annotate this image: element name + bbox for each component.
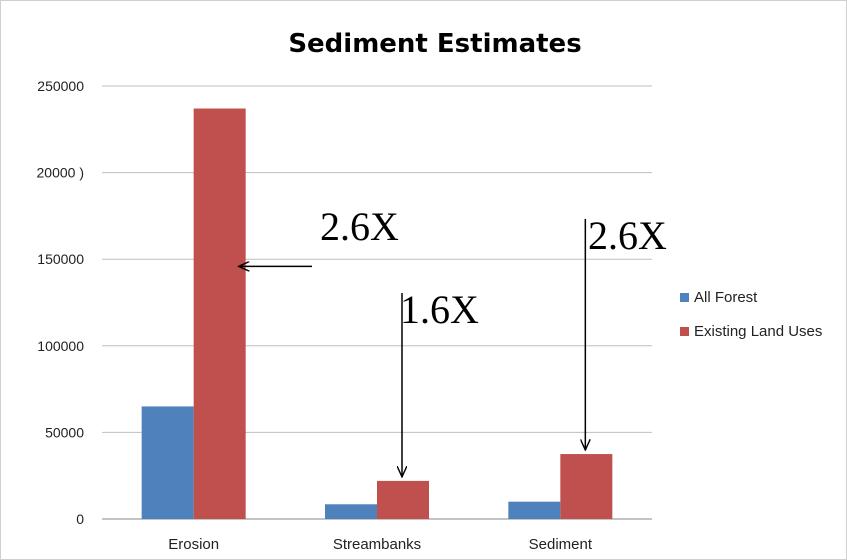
x-category-label: Streambanks: [333, 536, 421, 553]
y-tick-label: 100000: [37, 338, 84, 354]
x-category-label: Sediment: [529, 536, 593, 553]
x-axis-categories: Erosion Streambanks Sediment: [168, 536, 593, 553]
y-tick-label: 50000: [45, 424, 84, 440]
legend: All Forest Existing Land Uses: [680, 289, 822, 340]
y-tick-label: 0: [76, 511, 84, 527]
y-tick-label: 150000: [37, 251, 84, 267]
bar-all-forest-sediment: [508, 501, 561, 519]
bar-all-forest-streambanks: [325, 504, 377, 519]
annotation-label: 2.6X: [588, 213, 667, 258]
annotation-label: 2.6X: [320, 204, 399, 249]
bar-existing-land-uses-sediment: [560, 454, 613, 519]
bars: [141, 108, 613, 520]
x-category-label: Erosion: [168, 536, 219, 553]
bar-existing-land-uses-streambanks: [377, 480, 429, 519]
bar-existing-land-uses-erosion: [193, 108, 246, 520]
y-axis-ticks: 0 50000 100000 150000 20000 ) 250000: [37, 78, 85, 527]
y-tick-label: 250000: [37, 78, 84, 94]
chart-title: Sediment Estimates: [288, 29, 581, 59]
bar-all-forest-erosion: [141, 406, 194, 519]
legend-swatch: [680, 327, 689, 336]
annotation-label: 1.6X: [400, 287, 479, 332]
legend-swatch: [680, 293, 689, 302]
legend-label: Existing Land Uses: [694, 323, 822, 340]
gridlines: [102, 85, 652, 433]
annotations: 2.6X1.6X2.6X: [239, 204, 667, 477]
y-tick-label: 20000 ): [37, 165, 84, 181]
legend-label: All Forest: [694, 289, 758, 306]
